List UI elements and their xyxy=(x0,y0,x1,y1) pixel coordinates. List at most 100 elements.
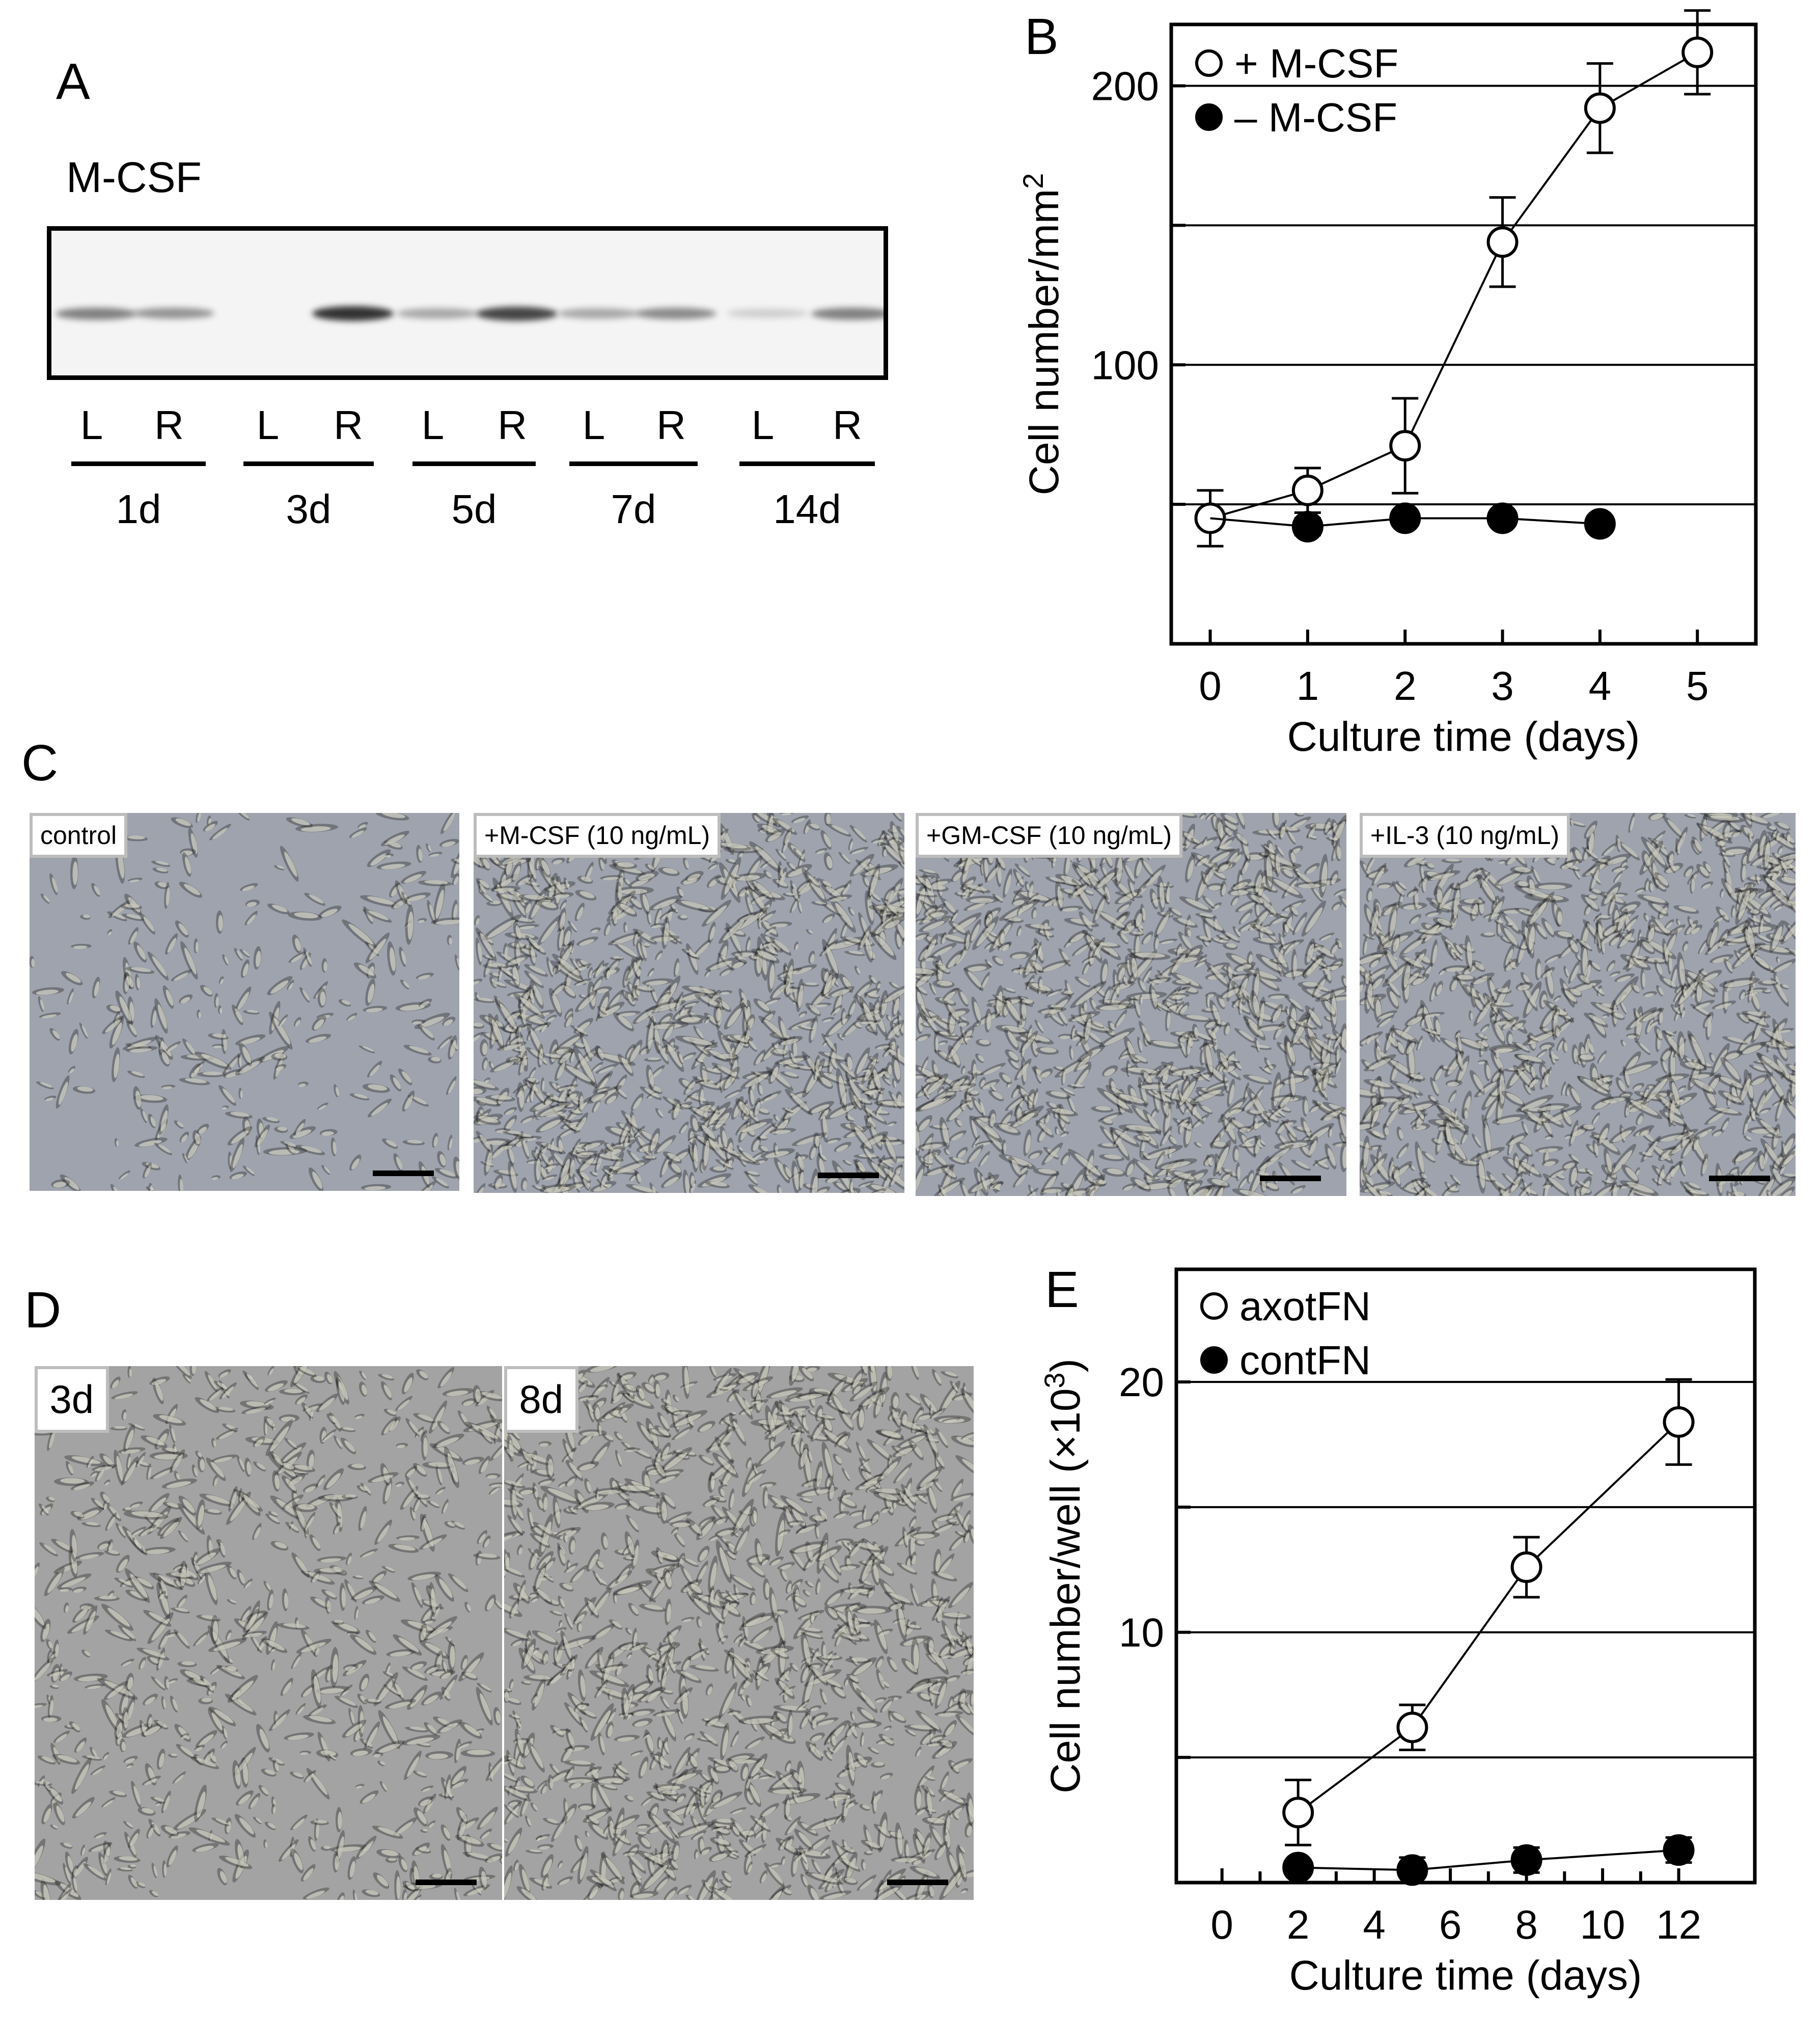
cell-highlight xyxy=(1000,1002,1007,1016)
micrograph-c: +IL-3 (10 ng/mL) xyxy=(1360,813,1796,1196)
cell-highlight xyxy=(1220,1052,1228,1068)
cell-highlight xyxy=(785,893,795,896)
cell-highlight xyxy=(765,948,777,955)
cell-highlight xyxy=(1255,924,1273,934)
cell-highlight xyxy=(1170,1188,1175,1196)
cell-highlight xyxy=(1037,1022,1043,1032)
cell-highlight xyxy=(1039,978,1043,988)
cell-highlight xyxy=(1188,1185,1194,1192)
cell-highlight xyxy=(958,861,966,867)
cell-highlight xyxy=(599,997,609,1017)
cell-highlight xyxy=(428,845,431,852)
cell-highlight xyxy=(917,1036,928,1042)
cell-highlight xyxy=(478,998,493,1001)
cell-highlight xyxy=(842,883,850,895)
cell-highlight xyxy=(1255,875,1262,893)
cell-highlight xyxy=(694,1145,699,1168)
cell-highlight xyxy=(840,1063,856,1078)
timepoint-underline xyxy=(71,461,206,466)
cell-highlight xyxy=(1119,1094,1145,1104)
cell-highlight xyxy=(1050,877,1064,883)
cell-highlight xyxy=(1379,1051,1388,1059)
cell-highlight xyxy=(616,865,642,874)
cell-highlight xyxy=(753,1186,771,1193)
cell-highlight xyxy=(418,848,423,861)
cell-highlight xyxy=(722,1130,728,1148)
cell-highlight xyxy=(1253,995,1260,1018)
cell-highlight xyxy=(539,1048,543,1066)
cell-highlight xyxy=(1065,852,1071,875)
cell-highlight xyxy=(530,1070,536,1078)
cell-highlight xyxy=(968,971,982,988)
cell-highlight xyxy=(1179,1081,1196,1105)
cell-highlight xyxy=(733,1036,748,1043)
cell-highlight xyxy=(871,976,877,984)
cell-highlight xyxy=(661,994,670,999)
cell-highlight xyxy=(1075,986,1101,1005)
cell-highlight xyxy=(239,1057,241,1067)
cell-highlight xyxy=(632,1185,656,1193)
cell-highlight xyxy=(973,1138,979,1148)
cell-highlight xyxy=(819,1144,822,1155)
cell-highlight xyxy=(648,1012,656,1022)
x-axis-label: Culture time (days) xyxy=(1287,714,1640,760)
cell-highlight xyxy=(1127,1041,1137,1062)
timepoint-label: 14d xyxy=(773,486,841,532)
cell-highlight xyxy=(884,849,887,857)
cell-highlight xyxy=(1039,1123,1053,1135)
cell-highlight xyxy=(1219,997,1225,1008)
cell-highlight xyxy=(391,886,399,897)
cell-highlight xyxy=(718,998,730,1010)
cell-highlight xyxy=(407,895,426,902)
cell-highlight xyxy=(693,1107,708,1118)
cell-highlight xyxy=(878,1136,898,1140)
cell-highlight xyxy=(822,1115,828,1138)
cell-highlight xyxy=(931,985,936,994)
cell-highlight xyxy=(1177,946,1182,956)
cell-highlight xyxy=(867,1117,872,1127)
cell-highlight xyxy=(1331,874,1338,885)
cell-highlight xyxy=(1018,865,1030,875)
cell-highlight xyxy=(185,856,191,874)
cell-highlight xyxy=(613,909,618,924)
cell-highlight xyxy=(1309,835,1317,839)
cell-highlight xyxy=(1171,1087,1178,1100)
micrograph-texture xyxy=(1360,813,1796,1196)
cell-highlight xyxy=(936,980,953,986)
cell-highlight xyxy=(739,1147,743,1152)
cell-highlight xyxy=(785,966,789,973)
blot-band xyxy=(811,308,884,320)
cell-highlight xyxy=(764,1094,778,1101)
cell-highlight xyxy=(872,1190,884,1193)
cell-highlight xyxy=(808,930,813,934)
cell-highlight xyxy=(1342,1146,1346,1169)
cell-highlight xyxy=(485,1140,507,1146)
cell-highlight xyxy=(552,1083,561,1091)
cell-highlight xyxy=(858,1154,877,1158)
cell-highlight xyxy=(826,945,838,974)
cell-highlight xyxy=(957,1150,967,1158)
cell-highlight xyxy=(293,1129,312,1138)
cell-highlight xyxy=(742,1152,756,1161)
cell-highlight xyxy=(645,1155,656,1159)
cell-highlight xyxy=(691,1183,696,1193)
cell-highlight xyxy=(1168,1004,1178,1009)
cell-highlight xyxy=(578,1152,594,1155)
cell-highlight xyxy=(1099,1005,1126,1011)
cell-highlight xyxy=(974,1100,983,1113)
cell-highlight xyxy=(891,983,898,988)
cell-highlight xyxy=(1193,1189,1208,1196)
cell-highlight xyxy=(690,953,697,957)
cell-highlight xyxy=(801,1025,812,1029)
cell-highlight xyxy=(1197,858,1208,866)
cell-highlight xyxy=(580,1096,584,1110)
cell-highlight xyxy=(490,1095,512,1100)
cell-highlight xyxy=(1285,1123,1297,1137)
cell-highlight xyxy=(845,1124,864,1130)
data-point-open xyxy=(1389,430,1421,462)
cell-highlight xyxy=(1044,899,1057,907)
cell-highlight xyxy=(856,984,870,998)
cell-highlight xyxy=(690,1148,695,1160)
cell-highlight xyxy=(1333,842,1339,859)
cell-highlight xyxy=(1255,1139,1261,1154)
